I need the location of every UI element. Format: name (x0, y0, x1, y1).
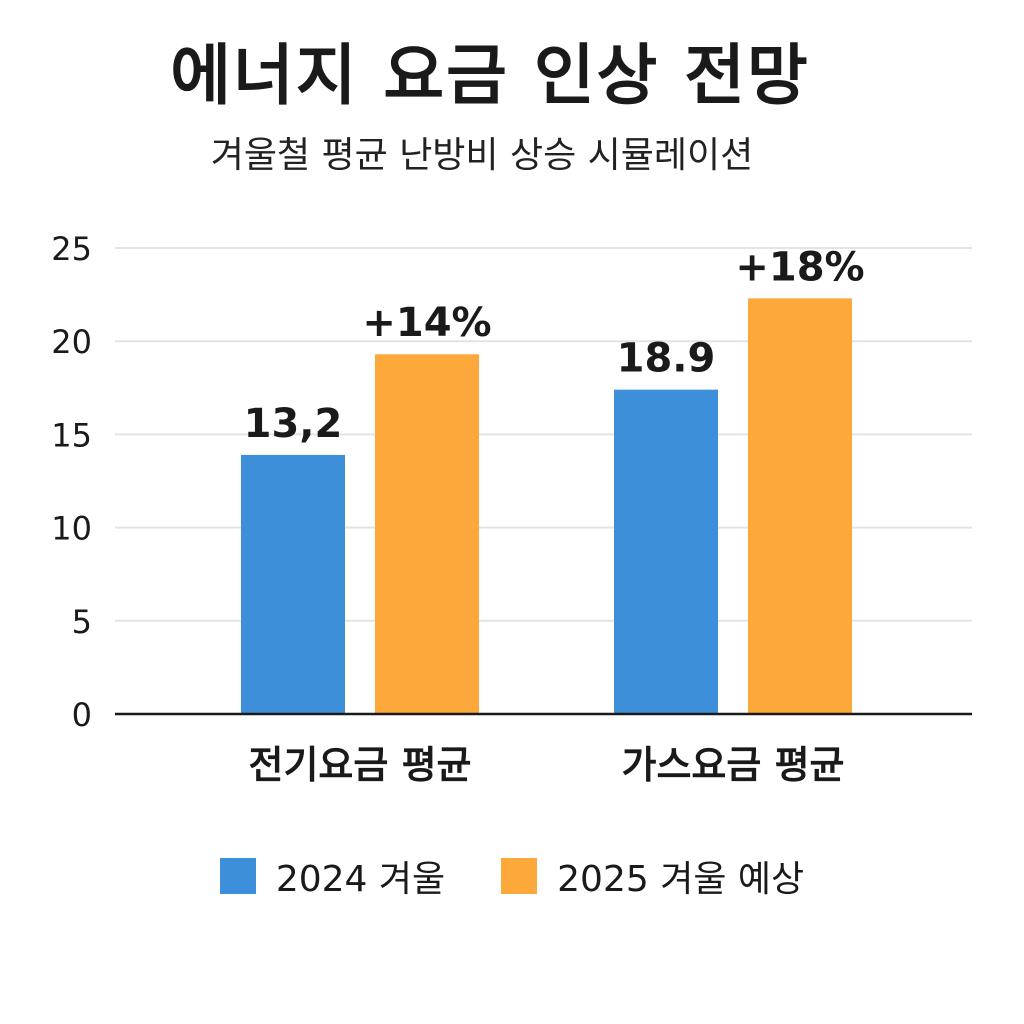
legend-item-2024: 2024 겨울 (219, 850, 446, 902)
legend: 2024 겨울 2025 겨울 예상 (0, 850, 1024, 902)
x-tick-label: 전기요금 평균 (249, 743, 472, 787)
bar (375, 354, 479, 714)
data-label: 18.9 (617, 336, 716, 382)
bar (748, 298, 852, 714)
data-label: 13,2 (244, 401, 343, 447)
legend-label-2025: 2025 겨울 예상 (557, 859, 805, 900)
data-label: +14% (362, 300, 491, 346)
y-tick-label: 20 (51, 323, 92, 361)
y-tick-label: 0 (72, 696, 92, 734)
y-tick-label: 5 (72, 603, 92, 641)
data-label: +18% (735, 244, 864, 290)
bar (241, 454, 345, 714)
legend-swatch-blue (219, 858, 256, 894)
legend-label-2024: 2024 겨울 (275, 859, 446, 900)
y-tick-label: 10 (51, 510, 92, 548)
x-tick-label: 가스요금 평균 (622, 743, 845, 787)
legend-swatch-orange (501, 858, 538, 894)
chart-title: 에너지 요금 인상 전망 (170, 37, 810, 114)
legend-item-2025: 2025 겨울 예상 (501, 850, 804, 902)
y-tick-label: 25 (51, 230, 92, 268)
bar (614, 389, 718, 714)
chart-subtitle: 겨울철 평균 난방비 상승 시뮬레이션 (210, 135, 754, 176)
y-tick-label: 15 (51, 416, 92, 454)
